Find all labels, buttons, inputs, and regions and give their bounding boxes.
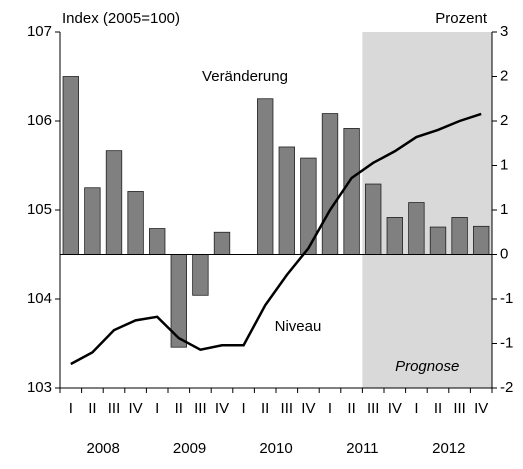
x-tick-label: II	[347, 400, 355, 417]
y-tick-label: 104	[27, 290, 52, 307]
x-tick-label: III	[367, 400, 380, 417]
bar	[213, 231, 231, 255]
x-tick-label: I	[155, 400, 159, 417]
bar	[149, 228, 166, 255]
year-label: 2012	[432, 440, 465, 457]
y2-tick-label: 2	[500, 112, 508, 129]
y2-tick-label: 0	[500, 245, 508, 262]
year-label: 2011	[346, 440, 378, 457]
y2-tick-label: 1	[500, 201, 508, 218]
y-tick-label: 106	[27, 112, 52, 129]
y2-tick-label: 1	[500, 156, 508, 173]
y2-tick-label: 3	[500, 23, 508, 40]
bar	[365, 183, 382, 255]
bar	[451, 217, 468, 255]
bar	[257, 98, 274, 255]
bar	[84, 187, 101, 255]
x-tick-label: III	[108, 400, 121, 417]
bar	[127, 191, 144, 255]
y2-tick-label: 2	[500, 67, 508, 84]
bar	[278, 146, 295, 255]
year-label: 2008	[87, 440, 120, 457]
bar	[473, 225, 490, 255]
x-tick-label: IV	[474, 400, 488, 417]
y-tick-label: 107	[27, 23, 52, 40]
y-tick-label: 103	[27, 379, 52, 396]
x-tick-label: II	[434, 400, 442, 417]
bar	[62, 76, 79, 255]
bar	[321, 113, 339, 255]
x-tick-label: II	[88, 400, 96, 417]
y2-axis-label: Prozent	[435, 10, 488, 27]
year-label: 2009	[173, 440, 206, 457]
x-tick-label: IV	[215, 400, 229, 417]
bar	[343, 128, 360, 255]
x-tick-label: IV	[388, 400, 402, 417]
bar	[105, 150, 123, 255]
bar	[408, 202, 425, 255]
series-label: Veränderung	[202, 68, 288, 85]
x-tick-label: III	[281, 400, 294, 417]
bar	[429, 226, 447, 255]
bar	[192, 254, 209, 296]
series-label: Niveau	[275, 318, 322, 335]
bar	[386, 217, 403, 255]
forecast-label: Prognose	[395, 358, 459, 375]
x-tick-label: I	[328, 400, 332, 417]
y2-tick-label: -1	[500, 290, 513, 307]
year-label: 2010	[259, 440, 292, 457]
x-tick-label: III	[453, 400, 466, 417]
x-tick-label: II	[261, 400, 269, 417]
x-tick-label: III	[194, 400, 207, 417]
y2-tick-label: -1	[500, 334, 513, 351]
forecast-region	[362, 32, 492, 388]
x-tick-label: I	[414, 400, 418, 417]
x-tick-label: IV	[301, 400, 315, 417]
y-tick-label: 105	[27, 201, 52, 218]
y-axis-label: Index (2005=100)	[62, 10, 180, 27]
x-tick-label: II	[175, 400, 183, 417]
line	[70, 112, 482, 366]
x-tick-label: I	[242, 400, 246, 417]
x-tick-label: I	[69, 400, 73, 417]
x-tick-label: IV	[129, 400, 143, 417]
y2-tick-label: -2	[500, 379, 513, 396]
